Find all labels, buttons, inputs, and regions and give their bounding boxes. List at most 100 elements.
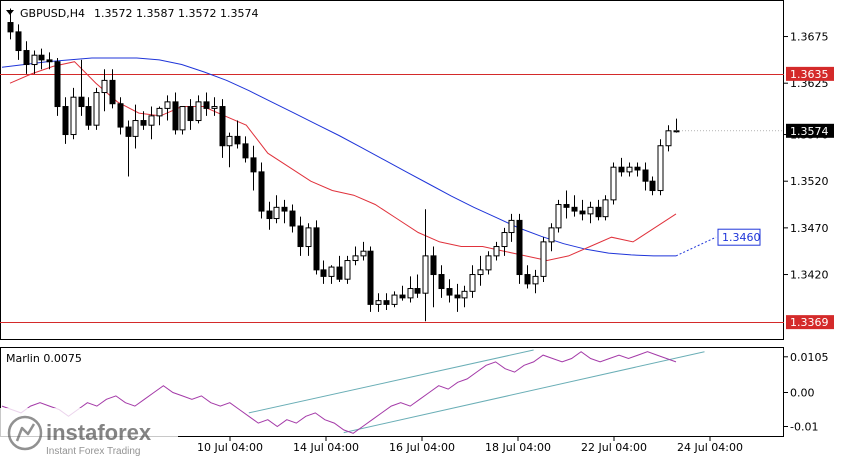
- candle: [234, 120, 241, 149]
- candle: [524, 265, 531, 289]
- candle: [399, 285, 406, 301]
- bull-candle-body: [273, 206, 280, 220]
- candle: [493, 241, 500, 261]
- candlestick-series: [7, 8, 680, 322]
- candle: [70, 87, 77, 140]
- candle: [203, 92, 210, 116]
- resistance-price-label: 1.3635: [790, 68, 829, 81]
- bull-candle-body: [407, 288, 414, 299]
- oscillator-tick-label: -0.01: [790, 421, 818, 434]
- oscillator-title: Marlin 0.0075: [6, 352, 82, 365]
- bear-candle-body: [54, 61, 61, 108]
- projection-label: 1.3460: [722, 231, 761, 244]
- bull-candle-body: [548, 227, 555, 243]
- bull-candle-body: [657, 145, 664, 192]
- bear-candle-body: [62, 106, 69, 136]
- bear-candle-body: [187, 106, 194, 122]
- candle: [360, 241, 367, 261]
- bear-candle-body: [383, 300, 390, 305]
- bull-candle-body: [477, 269, 484, 276]
- time-tick-label: 10 Jul 04:00: [197, 441, 263, 454]
- candle: [179, 106, 186, 135]
- bull-candle-body: [328, 266, 335, 277]
- oscillator-axis: 0.0105 0.00 -0.01: [784, 351, 829, 434]
- chevron-down-icon[interactable]: [6, 10, 14, 15]
- bear-candle-body: [38, 54, 45, 61]
- time-tick-label: 16 Jul 04:00: [389, 441, 455, 454]
- bull-candle-body: [179, 106, 186, 131]
- candle: [148, 106, 155, 140]
- candle: [595, 199, 602, 221]
- candle: [446, 279, 453, 303]
- support-price-label: 1.3369: [790, 316, 829, 329]
- bull-candle-body: [305, 227, 312, 248]
- bear-candle-body: [618, 166, 625, 173]
- bull-candle-body: [501, 232, 508, 248]
- candle: [555, 199, 562, 233]
- candle: [305, 223, 312, 256]
- candle: [266, 201, 273, 230]
- candle: [273, 195, 280, 224]
- candle: [250, 145, 257, 191]
- channel-lower-line[interactable]: [343, 351, 705, 434]
- price-pane: [0, 0, 784, 340]
- time-axis: 10 Jul 04:00 14 Jul 04:00 16 Jul 04:00 18 J…: [197, 437, 743, 454]
- logo-wordmark: instaforex: [46, 420, 152, 445]
- bear-candle-body: [242, 143, 249, 159]
- channel-upper-line[interactable]: [248, 349, 534, 414]
- bull-candle-body: [532, 275, 539, 285]
- support-price-tag: [786, 315, 834, 330]
- bear-candle-body: [281, 206, 288, 212]
- bear-candle-body: [313, 227, 320, 271]
- bear-candle-body: [414, 288, 421, 294]
- bull-candle-body: [555, 204, 562, 229]
- bull-candle-body: [132, 120, 139, 137]
- candle: [352, 246, 359, 266]
- bull-candle-body: [344, 260, 351, 280]
- candle: [367, 246, 374, 312]
- candle: [626, 162, 633, 177]
- candle: [31, 50, 38, 74]
- bull-candle-body: [610, 166, 617, 201]
- candle: [548, 223, 555, 252]
- candle: [187, 99, 194, 130]
- bear-candle-body: [109, 79, 116, 105]
- candle: [383, 293, 390, 310]
- bull-candle-body: [508, 219, 515, 234]
- candle: [62, 97, 69, 144]
- projection-label-box: [717, 228, 761, 246]
- price-tick-label: 1.3675: [790, 31, 829, 44]
- candle: [85, 97, 92, 130]
- candle: [516, 213, 523, 284]
- bull-candle-body: [211, 106, 218, 109]
- candle: [634, 162, 641, 177]
- time-tick-label: 14 Jul 04:00: [293, 441, 359, 454]
- bull-candle-body: [375, 300, 382, 305]
- candle: [281, 199, 288, 224]
- bear-candle-body: [516, 219, 523, 276]
- candle: [164, 95, 171, 121]
- candle: [289, 204, 296, 233]
- candle: [101, 69, 108, 112]
- bear-candle-body: [367, 250, 374, 305]
- candle: [454, 283, 461, 312]
- candle: [430, 246, 437, 308]
- bull-candle-body: [31, 54, 38, 66]
- oscillator-tick-label: 0.0105: [790, 351, 829, 364]
- candle: [657, 139, 664, 196]
- bull-candle-body: [93, 92, 100, 126]
- bull-candle-body: [156, 107, 163, 117]
- time-tick-label: 22 Jul 04:00: [581, 441, 647, 454]
- bull-candle-body: [148, 115, 155, 126]
- bull-candle-body: [665, 130, 672, 147]
- candle: [665, 125, 672, 152]
- bear-candle-body: [289, 210, 296, 227]
- candle: [140, 111, 147, 130]
- candle: [258, 162, 265, 219]
- blue-moving-average: [1, 57, 676, 257]
- bear-candle-body: [430, 255, 437, 276]
- resistance-price-tag: [786, 66, 834, 81]
- candle: [226, 132, 233, 168]
- candle: [46, 52, 53, 70]
